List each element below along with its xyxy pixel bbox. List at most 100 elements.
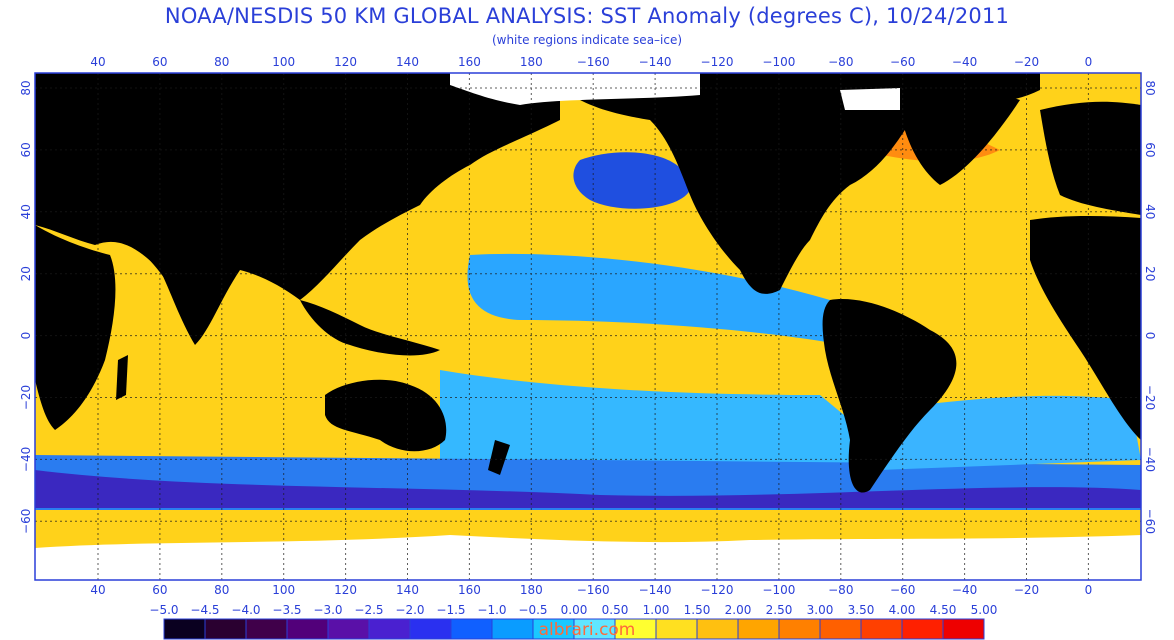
lat-tick-right: 20 <box>1143 266 1157 281</box>
colorbar-label: −3.5 <box>272 603 301 617</box>
antarctic-sea-ice <box>35 535 1141 580</box>
colorbar-label: 1.50 <box>684 603 711 617</box>
southern-ocean-deep-cold <box>35 470 1141 508</box>
north-pacific-cold-anomaly <box>573 152 690 209</box>
lat-tick-right: 60 <box>1143 142 1157 157</box>
lon-tick-bottom: 100 <box>272 583 295 597</box>
lat-tick-left: −40 <box>19 447 33 472</box>
colorbar-swatch <box>491 618 534 640</box>
lon-tick-top: 0 <box>1085 55 1093 69</box>
land-africa <box>35 225 116 430</box>
lon-tick-top: −60 <box>890 55 915 69</box>
land-arabia-india <box>140 250 240 330</box>
lon-tick-bottom: −60 <box>890 583 915 597</box>
equatorial-cold-band <box>467 253 845 345</box>
lat-tick-right: −60 <box>1143 509 1157 534</box>
lat-tick-right: 40 <box>1143 204 1157 219</box>
colorbar-swatch <box>819 618 862 640</box>
lon-tick-top: −80 <box>828 55 853 69</box>
colorbar-swatch <box>696 618 739 640</box>
land-south-america <box>822 299 957 493</box>
lat-tick-right: −40 <box>1143 447 1157 472</box>
colorbar-label: 0.50 <box>602 603 629 617</box>
colorbar-label: −0.5 <box>518 603 547 617</box>
lat-tick-right: −20 <box>1143 385 1157 410</box>
lat-tick-left: −60 <box>19 509 33 534</box>
colorbar-label: −5.0 <box>149 603 178 617</box>
colorbar-label: −4.0 <box>231 603 260 617</box>
lon-tick-bottom: −160 <box>577 583 610 597</box>
lon-tick-bottom: −120 <box>701 583 734 597</box>
colorbar-label: 3.00 <box>807 603 834 617</box>
lon-tick-bottom: 40 <box>90 583 105 597</box>
colorbar-swatch <box>778 618 821 640</box>
lon-tick-bottom: 180 <box>520 583 543 597</box>
colorbar-label: −1.5 <box>436 603 465 617</box>
axis-ticks: 40 40 60 60 80 80 100 100 120 120 140 140 160 160 180 1… <box>19 55 1157 597</box>
land-europe <box>1040 101 1141 215</box>
colorbar: −5.0 −4.5 −4.0 −3.5 −3.0 −2.5 −2.0 −1.5 −1.0 −0.5… <box>149 603 997 640</box>
colorbar-swatch <box>573 618 616 640</box>
lon-tick-bottom: −140 <box>639 583 672 597</box>
colorbar-swatch <box>737 618 780 640</box>
lat-tick-left: 40 <box>19 204 33 219</box>
colorbar-label: −2.5 <box>354 603 383 617</box>
lat-tick-left: 80 <box>19 80 33 95</box>
lon-tick-bottom: 160 <box>458 583 481 597</box>
colorbar-label: −4.5 <box>190 603 219 617</box>
colorbar-swatch <box>901 618 944 640</box>
chart-subtitle: (white regions indicate sea–ice) <box>491 33 683 47</box>
lon-tick-top: 180 <box>520 55 543 69</box>
colorbar-label: 4.50 <box>930 603 957 617</box>
arctic-ice-canada <box>840 88 900 110</box>
lon-tick-top: −140 <box>639 55 672 69</box>
lon-tick-bottom: 140 <box>396 583 419 597</box>
lat-tick-right: 0 <box>1143 332 1157 340</box>
lat-tick-left: 20 <box>19 266 33 281</box>
lon-tick-top: −40 <box>952 55 977 69</box>
lon-tick-bottom: 80 <box>214 583 229 597</box>
lon-tick-top: −20 <box>1014 55 1039 69</box>
lon-tick-bottom: −80 <box>828 583 853 597</box>
colorbar-swatch <box>450 618 493 640</box>
colorbar-swatch <box>860 618 903 640</box>
lon-tick-bottom: −20 <box>1014 583 1039 597</box>
lon-tick-top: 60 <box>152 55 167 69</box>
colorbar-label: −2.0 <box>395 603 424 617</box>
land-north-america <box>580 73 1040 294</box>
colorbar-swatch <box>614 618 657 640</box>
south-pacific-cold-band <box>440 370 850 470</box>
colorbar-label: 4.00 <box>889 603 916 617</box>
land-madagascar <box>116 355 128 400</box>
arctic-sea-ice <box>450 73 700 105</box>
lon-tick-top: 40 <box>90 55 105 69</box>
colorbar-swatch <box>942 618 985 640</box>
colorbar-label: 2.00 <box>725 603 752 617</box>
colorbar-label: 3.50 <box>848 603 875 617</box>
lon-tick-top: −100 <box>762 55 795 69</box>
colorbar-swatch <box>327 618 370 640</box>
colorbar-swatch <box>409 618 452 640</box>
lon-tick-top: −120 <box>701 55 734 69</box>
lon-tick-bottom: 120 <box>334 583 357 597</box>
lat-tick-left: 0 <box>19 332 33 340</box>
colorbar-label: −3.0 <box>313 603 342 617</box>
colorbar-swatch <box>204 618 247 640</box>
colorbar-label: 1.00 <box>643 603 670 617</box>
colorbar-label: 2.50 <box>766 603 793 617</box>
land-greenland <box>900 88 1020 185</box>
chart-title: NOAA/NESDIS 50 KM GLOBAL ANALYSIS: SST A… <box>164 4 1010 28</box>
lon-tick-bottom: 0 <box>1085 583 1093 597</box>
lon-tick-top: 100 <box>272 55 295 69</box>
land-new-zealand <box>488 440 510 475</box>
lat-tick-left: −20 <box>19 385 33 410</box>
lon-tick-bottom: −40 <box>952 583 977 597</box>
atlantic-cold-patches <box>880 395 1141 470</box>
graticule <box>35 73 1141 580</box>
colorbar-swatch <box>245 618 288 640</box>
map-frame <box>34 72 1142 581</box>
colorbar-swatch <box>532 618 575 640</box>
colorbar-swatch <box>368 618 411 640</box>
lon-tick-top: 140 <box>396 55 419 69</box>
